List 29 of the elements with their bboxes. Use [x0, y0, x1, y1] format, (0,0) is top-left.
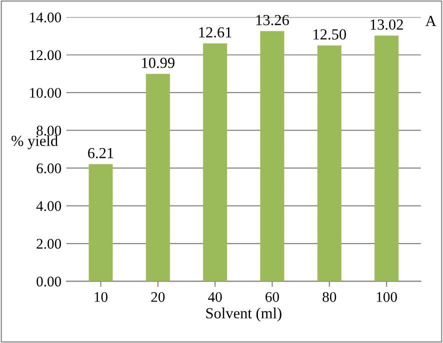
y-tick-label: 12.00 — [30, 50, 62, 60]
y-tick-label: 8.00 — [36, 126, 62, 136]
bar — [260, 31, 284, 282]
data-label: 12.50 — [314, 29, 346, 40]
data-label: 10.99 — [142, 58, 174, 68]
data-label: 13.26 — [256, 14, 289, 26]
bar — [203, 43, 228, 282]
x-tick-label: 100 — [376, 292, 397, 302]
y-tick-label: 2.00 — [36, 238, 62, 249]
bar — [88, 164, 113, 282]
x-axis-title: Solvent (ml) — [206, 308, 282, 322]
chart-title: A — [425, 16, 436, 26]
x-tick-label: 80 — [322, 292, 336, 302]
bar — [146, 74, 170, 282]
x-tick-label: 10 — [94, 292, 108, 302]
y-tick-label: 10.00 — [30, 88, 62, 98]
y-tick-label: 4.00 — [36, 201, 62, 212]
x-tick-label: 40 — [208, 292, 222, 302]
y-tick-label: 14.00 — [30, 12, 62, 22]
data-label: 12.61 — [199, 27, 232, 38]
y-tick-label: 0.00 — [36, 276, 62, 287]
x-tick-label: 20 — [151, 292, 165, 302]
data-label: 6.21 — [88, 148, 114, 158]
data-label: 13.02 — [370, 19, 403, 30]
x-tick-label: 60 — [266, 292, 279, 302]
y-tick-label: 6.00 — [36, 163, 62, 174]
y-axis-title: % yield — [12, 135, 58, 150]
bar — [317, 45, 342, 282]
bar — [374, 36, 399, 282]
